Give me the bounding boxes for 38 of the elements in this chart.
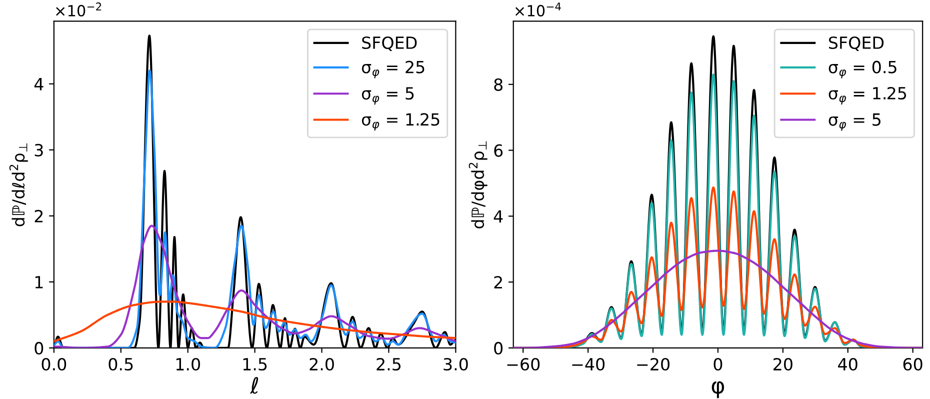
y-tick-label: 8 [494,78,502,91]
x-axis-title: ℓ [250,376,258,394]
legend-label: σ$_{φ}$ = 1.25 [362,113,440,131]
y-tick-label: 2 [494,276,502,288]
y-tick-label: 4 [34,78,44,90]
y-axis-title: dℙ/dℓd$^{2}$ρ$_{⊥}$ [9,143,28,226]
x-tick-label: 2.5 [376,358,401,371]
text: ×10$^{−4}$ [515,2,561,16]
legend-label: SFQED [362,36,417,51]
text: ×10$^{−2}$ [56,2,102,16]
x-tick-label: 1.0 [176,358,200,371]
x-tick-label: 0.5 [108,358,133,371]
legend-label: σ$_{φ}$ = 5 [828,113,880,131]
y-tick-label: 2 [34,210,43,222]
y-tick-label: 6 [494,144,503,157]
legend-label: σ$_{φ}$ = 25 [362,60,424,78]
x-tick-label: 20 [774,358,792,371]
legend-label: SFQED [828,36,884,51]
y-tick-label: 0 [34,342,44,354]
y-axis-title: dℙ/dφd$^{2}$ρ$_{⊥}$ [468,141,488,228]
x-tick-label: −60 [507,358,540,371]
x-tick-label: −40 [572,358,605,371]
x-axis-title: φ [712,381,724,398]
legend-label: σ$_{φ}$ = 0.5 [828,60,896,78]
x-tick-label: 60 [903,358,922,371]
x-tick-label: 40 [838,358,858,371]
y-tick-label: 4 [494,210,503,222]
x-tick-label: 1.5 [243,358,267,371]
legend-label: σ$_{φ}$ = 1.25 [828,86,906,104]
x-tick-label: 3.0 [444,358,468,371]
x-tick-label: −20 [637,358,670,371]
y-tick-label: 3 [34,144,43,156]
legend-label: σ$_{φ}$ = 5 [362,87,414,105]
y-tick-label: 1 [35,276,43,288]
x-tick-label: 2.0 [310,358,334,371]
x-tick-label: 0.0 [42,358,66,371]
x-tick-label: 0 [714,358,722,371]
y-tick-label: 0 [494,342,503,354]
